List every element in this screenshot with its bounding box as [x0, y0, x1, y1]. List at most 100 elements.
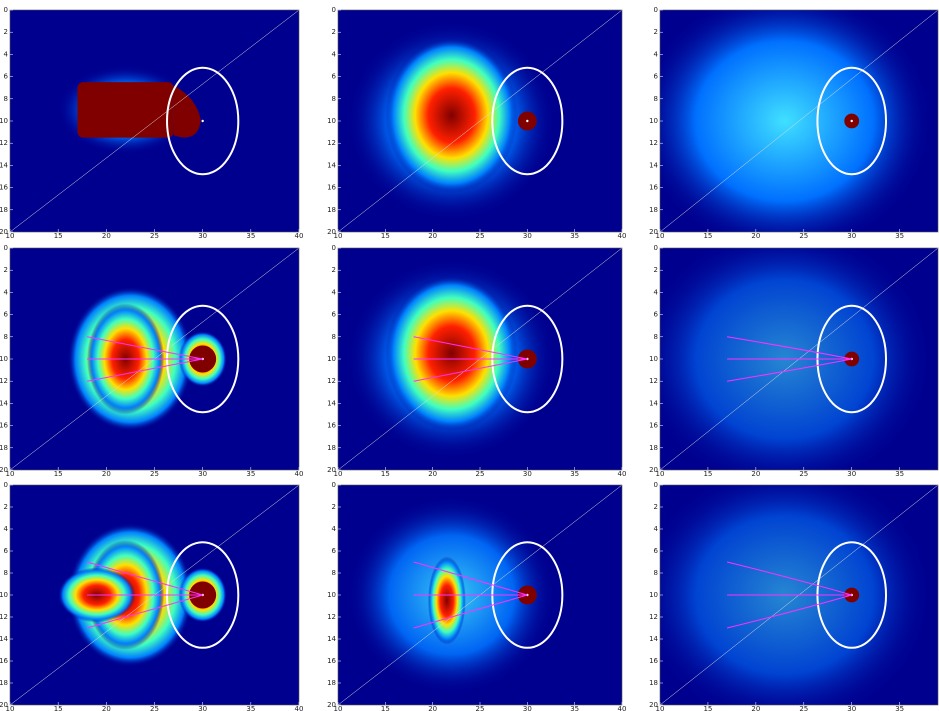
y-tick-label: 2 [654, 266, 658, 274]
y-tick-label: 20 [649, 466, 658, 474]
y-tick-label: 0 [332, 6, 336, 14]
diagonal [10, 10, 299, 232]
target-center [201, 119, 204, 123]
y-tick-label: 16 [327, 422, 336, 430]
y-tick-label: 12 [327, 377, 336, 385]
y-tick-label: 12 [649, 377, 658, 385]
x-tick-label: 25 [476, 470, 485, 478]
y-tick-label: 8 [4, 569, 8, 577]
x-tick-label: 35 [246, 232, 255, 240]
y-tick-label: 16 [649, 184, 658, 192]
y-tick-label: 6 [332, 547, 337, 555]
y-tick-label: 0 [654, 244, 658, 252]
trajectory [86, 594, 203, 629]
y-tick-label: 14 [649, 161, 658, 169]
y-tick-label: 4 [332, 50, 337, 58]
y-tick-label: 16 [0, 184, 9, 192]
x-tick-label: 40 [295, 705, 304, 711]
x-tick-label: 10 [6, 232, 15, 240]
y-tick-label: 10 [327, 355, 336, 363]
y-tick-label: 16 [327, 184, 336, 192]
x-tick-label: 10 [656, 232, 665, 240]
x-tick-label: 20 [428, 705, 437, 711]
y-tick-label: 4 [332, 525, 337, 533]
x-tick-label: 35 [895, 232, 904, 240]
x-tick-label: 15 [703, 470, 712, 478]
x-tick-label: 10 [334, 470, 343, 478]
x-tick-label: 20 [428, 232, 437, 240]
trajectory [86, 561, 203, 596]
y-tick-label: 2 [4, 503, 8, 511]
y-tick-label: 0 [654, 481, 658, 489]
x-tick-label: 35 [246, 470, 255, 478]
x-tick-label: 30 [523, 470, 532, 478]
y-tick-label: 18 [327, 679, 336, 687]
y-tick-label: 2 [4, 28, 8, 36]
x-tick-label: 35 [246, 705, 255, 711]
density-blob [660, 10, 933, 232]
x-tick-label: 15 [54, 232, 63, 240]
x-tick-label: 20 [751, 232, 760, 240]
heatmap-panel [660, 10, 938, 232]
y-tick-label: 16 [0, 657, 9, 665]
y-tick-label: 20 [649, 228, 658, 236]
heatmap-panel [660, 248, 938, 470]
x-tick-label: 30 [523, 705, 532, 711]
x-tick-label: 30 [847, 705, 856, 711]
y-tick-label: 12 [0, 377, 8, 385]
x-tick-label: 10 [656, 470, 665, 478]
x-tick-label: 15 [703, 705, 712, 711]
x-tick-label: 30 [198, 232, 207, 240]
y-tick-label: 18 [0, 679, 8, 687]
y-tick-label: 10 [649, 355, 658, 363]
y-tick-label: 0 [654, 6, 658, 14]
y-tick-label: 12 [0, 613, 8, 621]
x-tick-label: 40 [295, 470, 304, 478]
trajectory [413, 594, 528, 629]
heatmap-panel [338, 10, 622, 232]
y-tick-label: 8 [332, 95, 336, 103]
y-tick-label: 10 [0, 591, 8, 599]
y-tick-label: 6 [654, 311, 659, 319]
y-tick-label: 12 [649, 139, 658, 147]
x-tick-label: 35 [895, 470, 904, 478]
x-tick-label: 10 [656, 705, 665, 711]
y-tick-label: 8 [4, 333, 8, 341]
x-tick-label: 15 [381, 470, 390, 478]
y-tick-label: 10 [327, 117, 336, 125]
x-tick-label: 25 [799, 470, 808, 478]
x-tick-label: 15 [381, 705, 390, 711]
y-tick-label: 6 [654, 547, 659, 555]
trajectory [413, 336, 528, 360]
target-center [850, 119, 853, 123]
x-tick-label: 10 [334, 232, 343, 240]
heatmap-panel [338, 248, 622, 470]
target-center [526, 119, 529, 123]
y-tick-label: 4 [4, 288, 9, 296]
y-tick-label: 10 [649, 591, 658, 599]
y-tick-label: 4 [654, 50, 659, 58]
x-tick-label: 15 [54, 705, 63, 711]
x-tick-label: 10 [6, 470, 15, 478]
y-tick-label: 12 [327, 613, 336, 621]
y-tick-label: 18 [327, 206, 336, 214]
x-tick-label: 20 [102, 470, 111, 478]
y-tick-label: 2 [4, 266, 8, 274]
trajectory [413, 561, 528, 596]
y-tick-label: 14 [327, 635, 336, 643]
x-tick-label: 20 [102, 232, 111, 240]
x-tick-label: 25 [799, 232, 808, 240]
y-tick-label: 8 [332, 333, 336, 341]
y-tick-label: 8 [4, 95, 8, 103]
trajectory [727, 336, 852, 360]
y-tick-label: 0 [4, 6, 8, 14]
y-tick-label: 20 [327, 701, 336, 709]
x-tick-label: 25 [799, 705, 808, 711]
x-tick-label: 25 [150, 705, 159, 711]
y-tick-label: 14 [0, 635, 9, 643]
x-tick-label: 30 [198, 470, 207, 478]
target-ellipse [816, 66, 888, 176]
y-tick-label: 14 [0, 399, 9, 407]
trajectory [86, 336, 203, 360]
x-tick-label: 25 [476, 232, 485, 240]
